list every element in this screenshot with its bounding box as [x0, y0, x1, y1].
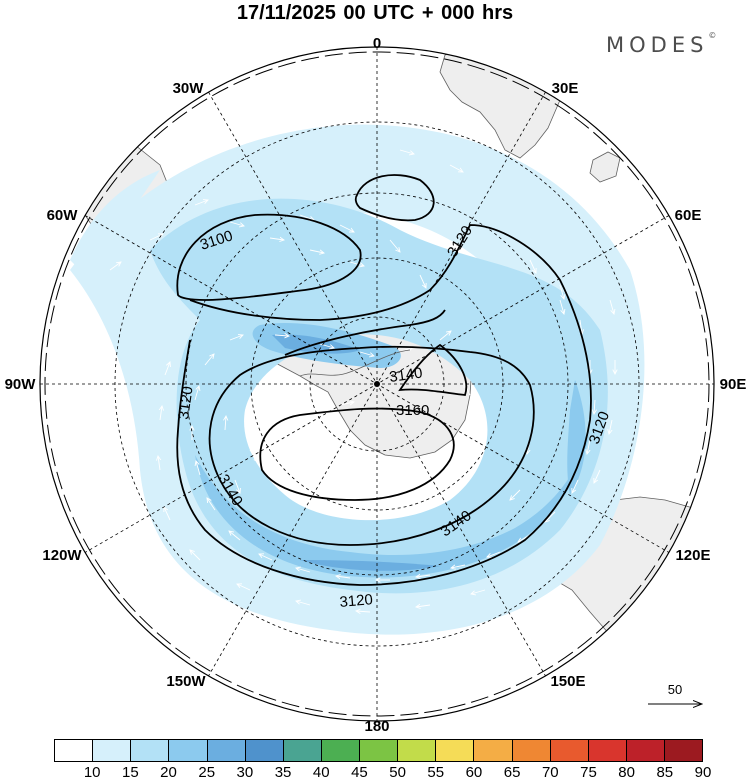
antarctic-coast — [299, 349, 411, 377]
lon-label-90e: 90E — [720, 376, 747, 393]
longitude-labels: 0 30E 60E 90E 120E 150E 180 150W 120W 90… — [5, 35, 747, 735]
land-madagascar — [589, 151, 621, 183]
colorbar-tick-label: 60 — [465, 764, 483, 781]
lon-label-180: 180 — [364, 718, 389, 735]
wind-vectors — [109, 149, 615, 612]
contour-3140-inner — [259, 407, 455, 501]
colorbar-tick-label: 25 — [198, 764, 216, 781]
colorbar-cell — [207, 740, 246, 761]
colorbar-tick-label: 75 — [580, 764, 597, 781]
colorbar-cell — [245, 740, 284, 761]
lon-label-30e: 30E — [552, 80, 579, 97]
lon-label-60w: 60W — [47, 207, 79, 224]
colorbar-tick-label: 55 — [427, 764, 445, 781]
reference-arrow-icon — [648, 682, 710, 716]
colorbar-labels: 10 15 20 25 30 35 40 45 50 55 60 65 70 75 80 85 90 — [54, 764, 712, 782]
colorbar — [54, 739, 703, 762]
lon-label-90w: 90W — [5, 376, 37, 393]
brand-mark: © — [708, 31, 717, 40]
colorbar-cell — [512, 740, 551, 761]
height-contours — [176, 174, 592, 586]
colorbar-tick-label: 85 — [656, 764, 674, 781]
contour-3140-north — [284, 309, 446, 356]
contour-3140 — [208, 345, 535, 546]
land-tasmania — [584, 649, 609, 677]
contour-label: 3140 — [388, 364, 423, 385]
colorbar-cell — [93, 740, 132, 761]
colorbar-cell — [360, 740, 399, 761]
south-pole-marker — [374, 381, 380, 387]
colorbar-tick-label: 80 — [618, 764, 635, 781]
colorbar-cell — [665, 740, 703, 761]
colorbar-tick-label: 10 — [83, 764, 101, 781]
lon-label-150e: 150E — [550, 673, 585, 690]
lon-label-60e: 60E — [675, 207, 702, 224]
map-title: 17/11/2025 00 UTC + 000 hrs — [236, 2, 514, 24]
lon-label-150w: 150W — [166, 673, 206, 690]
colorbar-cell — [588, 740, 627, 761]
colorbar-cell — [55, 740, 94, 761]
contour-label: 3160 — [396, 402, 429, 419]
shading-peak-south — [300, 560, 440, 571]
shading-core-south — [195, 430, 590, 578]
colorbar-tick-label: 35 — [274, 764, 292, 781]
contour-label: 3120 — [339, 591, 374, 611]
map-boundary — [39, 46, 715, 722]
shading-jet-band — [150, 198, 608, 594]
colorbar-cell — [283, 740, 322, 761]
colorbar-cell — [169, 740, 208, 761]
colorbar-tick-label: 50 — [389, 764, 406, 781]
reference-vector: 50 — [640, 682, 710, 716]
colorbar-tick-label: 30 — [236, 764, 254, 781]
colorbar-tick-label: 90 — [694, 764, 712, 781]
contour-3100-west — [176, 213, 362, 301]
colorbar-cell — [626, 740, 665, 761]
colorbar-tick-label: 65 — [503, 764, 521, 781]
polar-map: 3100 3120 3120 3120 3140 3140 3140 3160 … — [5, 35, 747, 735]
shading-band-north — [350, 128, 522, 215]
contour-label: 3120 — [175, 385, 196, 420]
colorbar-cell — [321, 740, 360, 761]
lon-label-30w: 30W — [173, 80, 205, 97]
colorbar-cell — [474, 740, 513, 761]
lon-label-120w: 120W — [42, 547, 82, 564]
lon-label-0: 0 — [373, 35, 381, 52]
brand-name: MODES — [606, 33, 709, 57]
colorbar-tick-label: 40 — [312, 764, 330, 781]
colorbar-cell — [131, 740, 170, 761]
colorbar-tick-label: 45 — [351, 764, 368, 781]
colorbar-tick-label: 15 — [122, 764, 139, 781]
modes-logo: MODES© — [606, 31, 717, 57]
shading-core-east — [567, 380, 586, 495]
contour-3100-north — [354, 174, 435, 222]
wind-speed-shading — [70, 124, 645, 635]
colorbar-cell — [436, 740, 475, 761]
colorbar-tick-label: 70 — [541, 764, 559, 781]
colorbar-tick-label: 20 — [160, 764, 177, 781]
colorbar-cell — [398, 740, 437, 761]
reference-vector-label: 50 — [667, 682, 683, 697]
map-boundary-dash — [44, 51, 710, 717]
contour-3160 — [398, 343, 468, 396]
contour-3120-inner — [176, 224, 592, 586]
colorbar-cell — [550, 740, 589, 761]
shading-band-west — [70, 170, 160, 280]
lon-label-120e: 120E — [675, 547, 710, 564]
